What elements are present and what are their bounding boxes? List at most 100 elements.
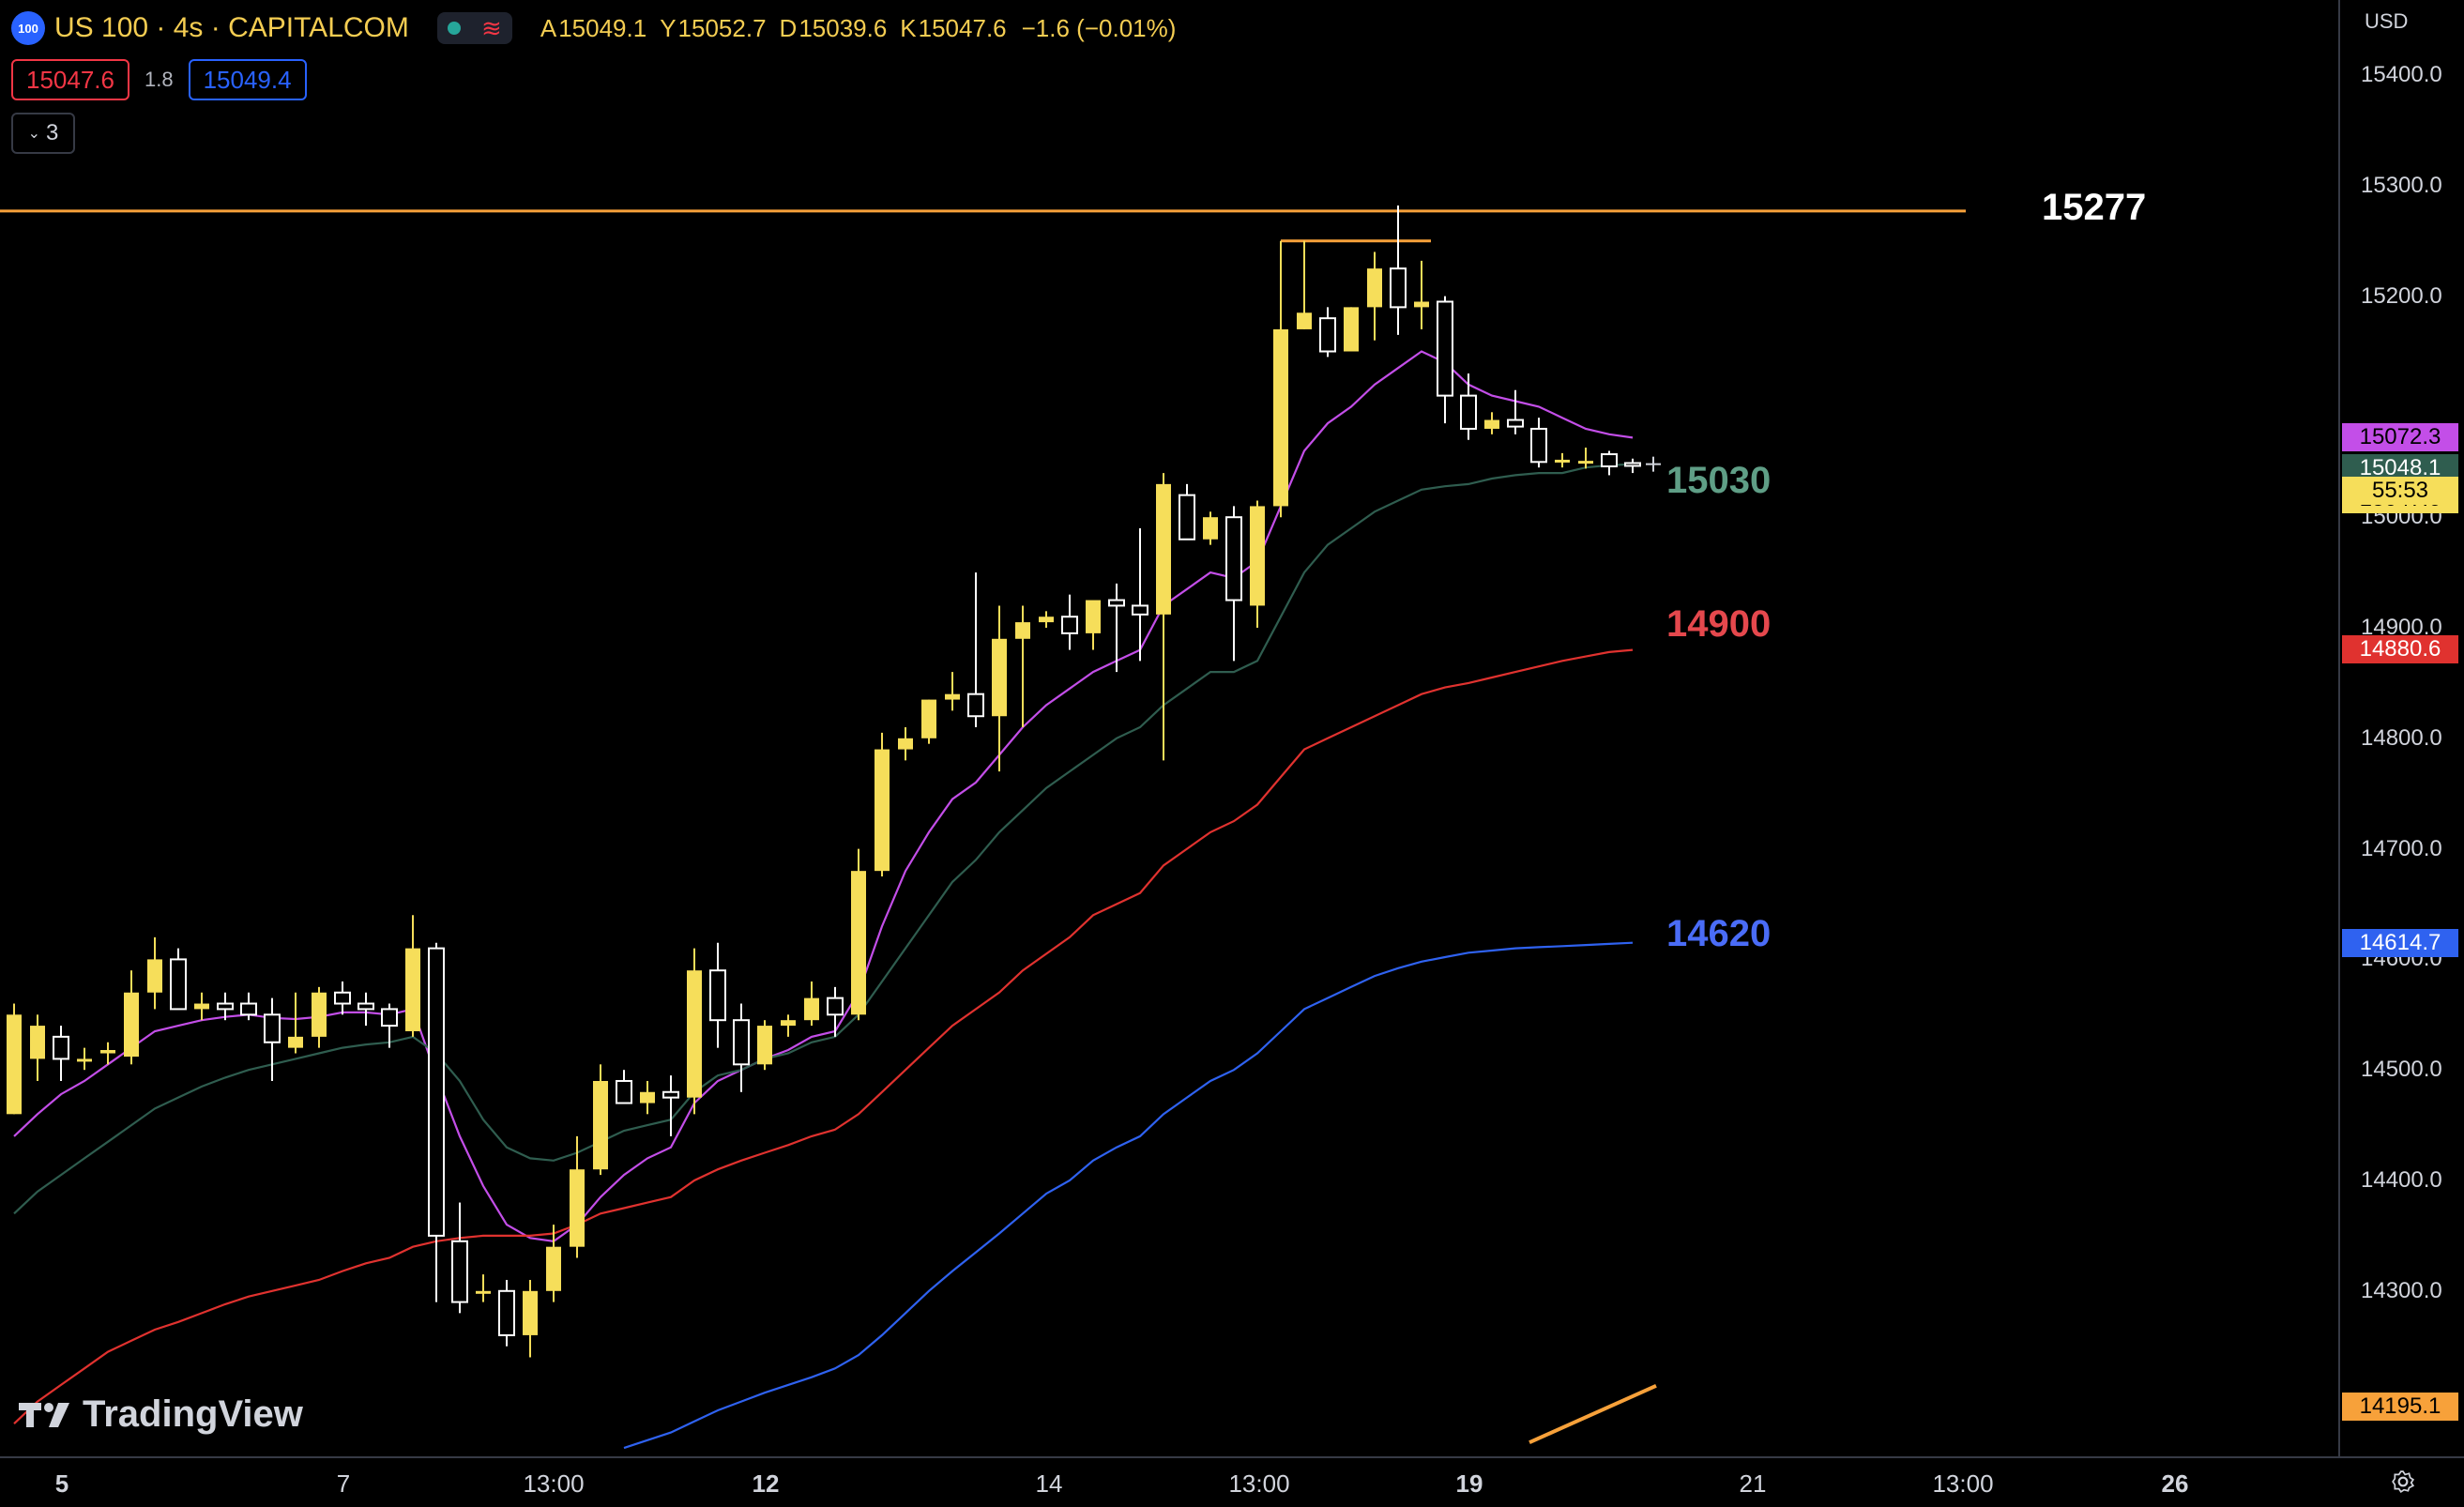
candle[interactable] xyxy=(662,1075,679,1136)
price-axis[interactable]: USD 15400.0 15300.0 15200.0 15000.0 14900.0 1… xyxy=(2338,0,2464,1456)
candle[interactable] xyxy=(967,572,984,728)
candle[interactable] xyxy=(1203,511,1218,545)
candle[interactable] xyxy=(1530,418,1547,468)
sell-price-button[interactable]: 15047.6 xyxy=(11,59,129,100)
candle[interactable] xyxy=(709,942,726,1048)
candle[interactable] xyxy=(1108,583,1125,673)
candle[interactable] xyxy=(570,1135,585,1258)
candle[interactable] xyxy=(616,1070,632,1104)
candle[interactable] xyxy=(1273,240,1288,518)
candle-body xyxy=(1344,307,1359,352)
candle[interactable] xyxy=(476,1274,491,1302)
candle[interactable] xyxy=(334,981,351,1015)
candle[interactable] xyxy=(264,997,281,1081)
candle[interactable] xyxy=(428,942,445,1302)
candle[interactable] xyxy=(381,1003,398,1048)
candle[interactable] xyxy=(100,1042,115,1065)
candle[interactable] xyxy=(1225,506,1242,662)
candle[interactable] xyxy=(124,970,139,1065)
candle[interactable] xyxy=(240,992,257,1021)
candle[interactable] xyxy=(1061,594,1078,650)
candle[interactable] xyxy=(217,992,234,1021)
time-tick-label: 13:00 xyxy=(1932,1469,1994,1498)
candle[interactable] xyxy=(733,1003,750,1092)
candle[interactable] xyxy=(1319,307,1336,358)
candle[interactable] xyxy=(1601,450,1618,476)
candle[interactable] xyxy=(1132,527,1148,662)
candle[interactable] xyxy=(147,936,162,1010)
candle[interactable] xyxy=(1015,605,1030,728)
candle[interactable] xyxy=(898,727,913,761)
candle[interactable] xyxy=(1086,600,1101,650)
candle-body xyxy=(875,749,890,872)
candle[interactable] xyxy=(640,1080,655,1115)
candle[interactable] xyxy=(1484,412,1499,434)
moving-average-line[interactable] xyxy=(13,648,1634,1424)
candle[interactable] xyxy=(1624,458,1641,474)
settings-gear-icon[interactable] xyxy=(2391,1469,2415,1494)
price-tick-label: 14700.0 xyxy=(2361,835,2442,861)
candle[interactable] xyxy=(77,1047,92,1071)
candle[interactable] xyxy=(194,992,209,1021)
time-axis[interactable]: 5 7 13:00 12 14 13:00 19 21 13:00 26 xyxy=(0,1456,2464,1507)
buy-price-button[interactable]: 15049.4 xyxy=(188,59,307,100)
candle-body xyxy=(1179,494,1195,540)
candle[interactable] xyxy=(498,1280,515,1347)
candle[interactable] xyxy=(757,1020,772,1071)
candle[interactable] xyxy=(30,1014,45,1081)
candle[interactable] xyxy=(687,948,702,1115)
candle[interactable] xyxy=(546,1225,561,1302)
price-tick-label: 15200.0 xyxy=(2361,282,2442,309)
candle[interactable] xyxy=(1039,611,1054,628)
candle[interactable] xyxy=(804,981,819,1027)
indicators-toggle[interactable]: ⌄ 3 xyxy=(11,113,75,154)
candle[interactable] xyxy=(1250,500,1265,628)
candle[interactable] xyxy=(53,1026,69,1081)
candle[interactable] xyxy=(1297,240,1312,329)
candle[interactable] xyxy=(827,986,844,1037)
tradingview-logo-icon xyxy=(19,1402,69,1427)
candle[interactable] xyxy=(170,948,187,1011)
candle[interactable] xyxy=(1344,307,1359,352)
ohlc-value: 15049.1 xyxy=(558,13,647,42)
market-status-pill[interactable]: ≋ xyxy=(436,12,512,44)
candle[interactable] xyxy=(1390,206,1407,335)
candle[interactable] xyxy=(1555,452,1570,468)
candle[interactable] xyxy=(1179,483,1195,540)
candle[interactable] xyxy=(851,848,866,1021)
candle-body xyxy=(1250,506,1265,606)
candle[interactable] xyxy=(1437,296,1453,424)
candle[interactable] xyxy=(945,672,960,711)
candle[interactable] xyxy=(523,1280,538,1358)
candle[interactable] xyxy=(1460,373,1477,440)
candle[interactable] xyxy=(1367,251,1382,341)
candle-body xyxy=(334,991,351,1005)
trend-line[interactable] xyxy=(1529,1383,1657,1444)
candle[interactable] xyxy=(992,605,1007,772)
moving-average-line[interactable] xyxy=(13,350,1634,1242)
candle[interactable] xyxy=(451,1202,468,1314)
candle[interactable] xyxy=(357,992,374,1027)
candle[interactable] xyxy=(593,1064,608,1176)
candle[interactable] xyxy=(405,915,420,1037)
candle-body xyxy=(570,1169,585,1247)
candle-body xyxy=(945,693,960,700)
moving-average-line[interactable] xyxy=(13,463,1634,1215)
candle[interactable] xyxy=(1414,260,1429,329)
candle[interactable] xyxy=(875,732,890,877)
price-badge: 14880.6 xyxy=(2342,634,2458,663)
candle[interactable] xyxy=(921,699,936,744)
time-tick-label: 19 xyxy=(1455,1469,1483,1498)
currency-label[interactable]: USD xyxy=(2365,9,2409,33)
price-chart[interactable] xyxy=(0,0,2336,1456)
candle[interactable] xyxy=(781,1014,796,1037)
moving-average-line[interactable] xyxy=(623,941,1634,1450)
candle[interactable] xyxy=(7,1003,22,1115)
candle[interactable] xyxy=(1156,473,1171,761)
symbol-title[interactable]: US 100 · 4s · CAPITALCOM xyxy=(54,12,409,43)
candle[interactable] xyxy=(1507,389,1524,434)
candle-body xyxy=(687,970,702,1098)
candle[interactable] xyxy=(1578,447,1593,469)
candle[interactable] xyxy=(288,992,303,1054)
candle[interactable] xyxy=(312,986,327,1048)
